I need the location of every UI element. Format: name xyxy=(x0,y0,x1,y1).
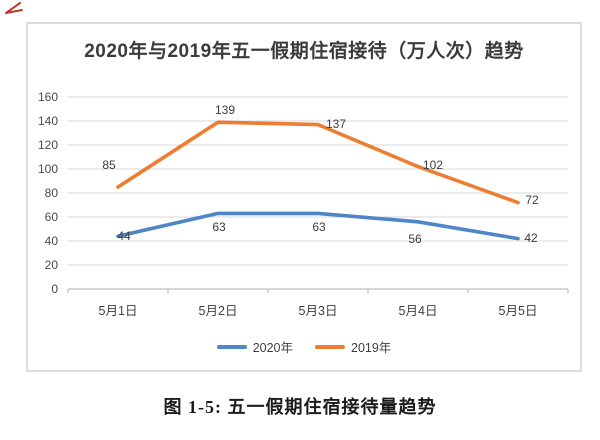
y-axis-tick-label: 140 xyxy=(37,114,58,128)
y-axis-tick-label: 160 xyxy=(37,90,58,104)
data-label-2019年-5月3日: 137 xyxy=(325,116,347,131)
legend-item-2019年: 2019年 xyxy=(315,337,391,356)
red-check-mark xyxy=(5,2,23,14)
data-label-2020年-5月1日: 44 xyxy=(117,229,131,244)
data-label-2019年-5月1日: 85 xyxy=(102,158,116,172)
y-axis-tick-label: 80 xyxy=(44,186,58,200)
legend-swatch xyxy=(216,344,247,349)
y-axis-tick-label: 60 xyxy=(44,210,58,224)
data-label-2019年-5月5日: 72 xyxy=(525,192,539,207)
data-label-2020年-5月4日: 56 xyxy=(408,231,422,246)
y-axis-tick-label: 20 xyxy=(44,258,58,272)
series-line-2020年 xyxy=(116,211,520,241)
data-label-2020年-5月2日: 63 xyxy=(212,220,226,235)
data-label-2019年-5月2日: 139 xyxy=(214,103,236,118)
legend-item-2020年: 2020年 xyxy=(216,337,293,356)
x-axis-category-label: 5月3日 xyxy=(298,304,338,318)
chart-frame: 2020年与2019年五一假期住宿接待（万人次）趋势 0 20 40 60 80 100 1… xyxy=(26,22,582,372)
figure-caption: 图 1-5: 五一假期住宿接待量趋势 xyxy=(163,397,437,417)
y-axis-tick-label: 100 xyxy=(37,162,58,176)
series-line-2019年 xyxy=(116,120,520,205)
chart-legend: 2020年 2019年 xyxy=(28,337,580,356)
x-axis-category-label: 5月1日 xyxy=(98,304,138,318)
legend-swatch xyxy=(315,344,345,349)
x-axis-category-label: 5月4日 xyxy=(398,304,438,318)
legend-label: 2020年 xyxy=(252,341,293,355)
legend-label: 2019年 xyxy=(351,341,392,355)
data-label-2020年-5月5日: 42 xyxy=(524,230,538,245)
x-axis-category-label: 5月2日 xyxy=(198,304,238,318)
x-axis-category-label: 5月5日 xyxy=(498,304,538,318)
y-axis-tick-label: 40 xyxy=(44,234,58,248)
y-axis-tick-label: 120 xyxy=(37,138,58,152)
data-label-2019年-5月4日: 102 xyxy=(422,157,444,172)
plot-area xyxy=(67,96,569,293)
chart-title: 2020年与2019年五一假期住宿接待（万人次）趋势 xyxy=(84,41,524,62)
data-label-2020年-5月3日: 63 xyxy=(312,220,326,235)
y-axis-tick-label: 0 xyxy=(51,282,58,296)
